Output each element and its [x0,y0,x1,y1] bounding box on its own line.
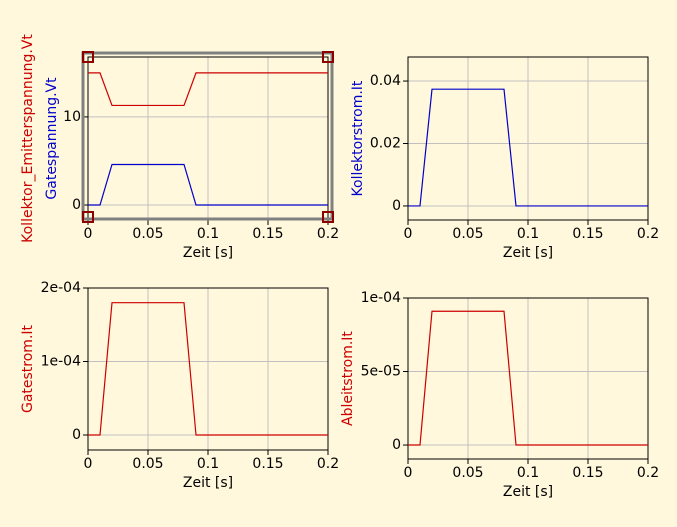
x-tick-label: 0.1 [517,465,539,481]
y-tick-label: 0.02 [370,135,401,151]
panel: 0 0.05 0.1 0.15 0.2 0 1e-04 2e-04 Zeit [s] Gatest… [20,280,339,491]
y-tick-label: 2e-04 [41,280,81,296]
x-tick-label: 0 [84,456,93,472]
x-tick-label: 0.2 [317,456,339,472]
plot-frame [407,56,649,221]
x-tick-label: 0.05 [132,456,163,472]
series-line [88,72,328,107]
series-line [88,163,328,206]
x-tick-label: 0.15 [572,465,603,481]
selection-handles [82,51,334,223]
x-tick-label: 0.2 [637,226,659,242]
y-tick-label: 5e-05 [361,364,401,380]
x-tick-label: 0.15 [572,226,603,242]
y-axis-label: Gatespannung.Vt [44,77,60,200]
y-tick-label: 0.04 [370,73,401,89]
x-tick-label: 0.15 [252,226,283,242]
x-tick-label: 0.05 [132,226,163,242]
x-tick-label: 0.1 [197,456,219,472]
y-axis-label: Gatestrom.It [20,324,36,413]
y-axis-label: Ableitstrom.It [340,331,356,426]
plot-frame [407,297,649,460]
series-line [408,88,648,207]
x-axis-label: Zeit [s] [503,245,553,261]
x-axis-label: Zeit [s] [183,475,233,491]
x-tick-label: 0.05 [452,465,483,481]
x-tick-label: 0.2 [317,226,339,242]
handle [322,51,334,63]
panel: 0 0.05 0.1 0.15 0.2 0 5e-05 1e-04 Zeit [s] Ableit… [340,290,659,500]
series-line [88,302,328,436]
y-tick-label: 1e-04 [361,290,401,306]
x-tick-label: 0.1 [517,226,539,242]
selection-frame [81,51,334,221]
y-tick-label: 0 [72,427,81,443]
y-tick-label: 10 [63,109,81,125]
series-line [408,310,648,446]
x-axis-label: Zeit [s] [503,484,553,500]
x-tick-label: 0.15 [252,456,283,472]
y-tick-label: 0 [72,197,81,213]
x-tick-label: 0 [404,226,413,242]
x-axis-label: Zeit [s] [183,245,233,261]
handle [322,211,334,223]
handle [82,51,94,63]
y-axis-label: Kollektorstrom.It [350,80,366,196]
y-tick-label: 0 [392,437,401,453]
x-tick-label: 0.05 [452,226,483,242]
plot-frame [87,287,329,451]
x-tick-label: 0 [404,465,413,481]
x-tick-label: 0.2 [637,465,659,481]
panel: 0 0.05 0.1 0.15 0.2 0 0.02 0.04 Zeit [s] Kollekto… [350,56,659,261]
x-tick-label: 0.1 [197,226,219,242]
panel: 0 0.05 0.1 0.15 0.2 0 10 Zeit [s] Kollektor_Emit… [20,34,339,261]
y-tick-label: 0 [392,198,401,214]
x-tick-label: 0 [84,226,93,242]
y-axis-label: Kollektor_Emitterspannung.Vt [20,34,36,243]
handle [82,211,94,223]
y-tick-label: 1e-04 [41,354,81,370]
